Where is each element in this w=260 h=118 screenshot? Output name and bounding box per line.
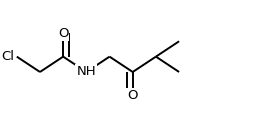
Text: O: O	[127, 89, 138, 102]
Text: O: O	[58, 27, 68, 40]
Text: NH: NH	[76, 65, 96, 78]
Text: Cl: Cl	[1, 50, 14, 63]
